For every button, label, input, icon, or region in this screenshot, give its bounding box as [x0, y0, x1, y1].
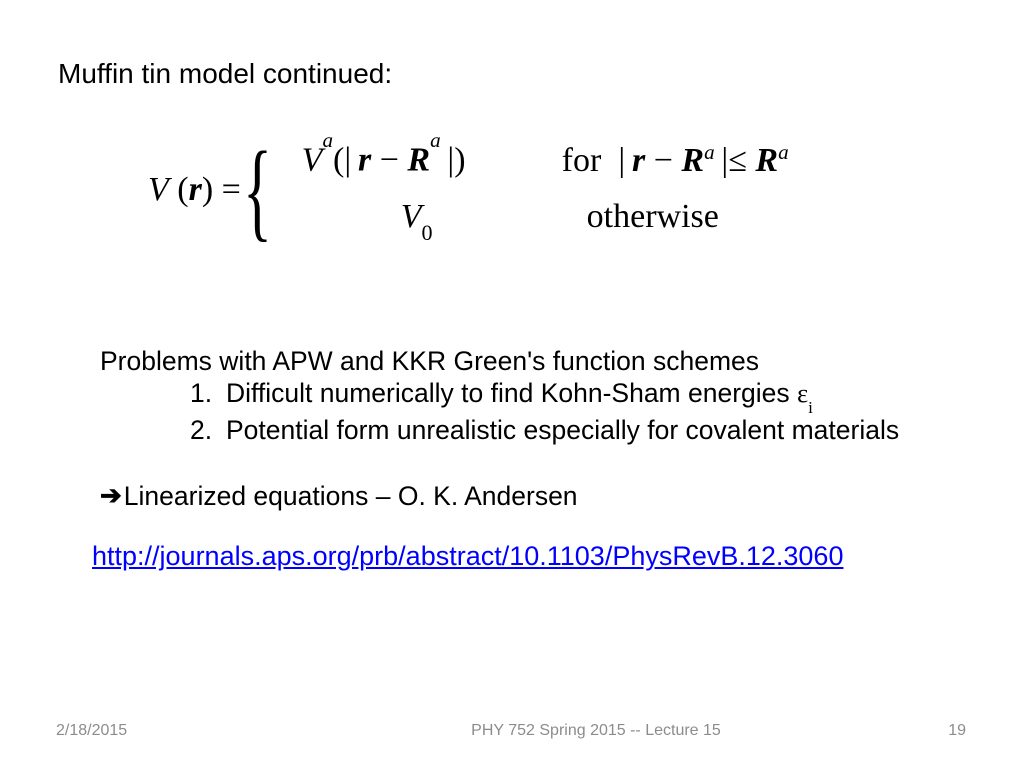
- arrow-right-icon: ➔: [100, 480, 122, 512]
- footer-course: PHY 752 Spring 2015 -- Lecture 15: [326, 722, 866, 740]
- list-item: 1. Difficult numerically to find Kohn-Sh…: [190, 377, 974, 413]
- slide-title: Muffin tin model continued:: [58, 58, 974, 90]
- list-item: 2. Potential form unrealistic especially…: [190, 414, 974, 446]
- footer-page-number: 19: [866, 722, 966, 740]
- brace-icon: {: [243, 152, 272, 229]
- equation-lhs: V (r) =: [148, 171, 241, 209]
- reference-link[interactable]: http://journals.aps.org/prb/abstract/10.…: [92, 540, 974, 573]
- equation-case-1: Va(| r − Ra |) for | r − Ra |≤ Ra: [302, 139, 789, 179]
- slide-footer: 2/18/2015 PHY 752 Spring 2015 -- Lecture…: [0, 722, 1024, 740]
- footer-date: 2/18/2015: [56, 722, 326, 740]
- equation-case-2: V0 otherwise: [302, 198, 789, 241]
- arrow-line: ➔ Linearized equations – O. K. Andersen: [100, 480, 974, 512]
- equation-block: V (r) = { Va(| r − Ra |) for | r − Ra |≤…: [148, 130, 974, 250]
- problems-heading: Problems with APW and KKR Green's functi…: [100, 345, 974, 377]
- numbered-list: 1. Difficult numerically to find Kohn-Sh…: [190, 377, 974, 446]
